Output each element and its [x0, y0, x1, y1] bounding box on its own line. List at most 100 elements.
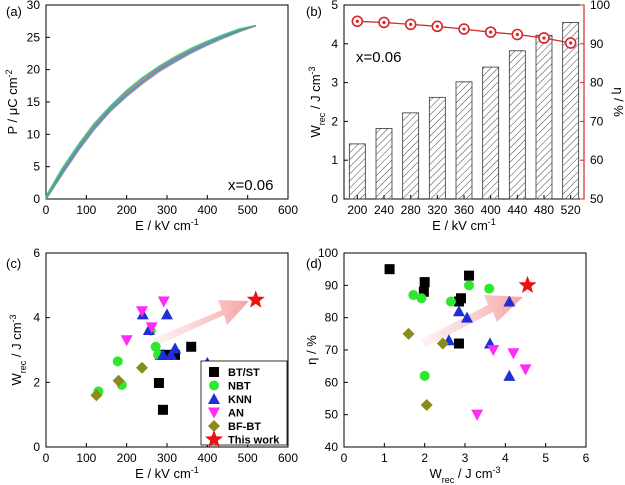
- y-tick-label: 5: [33, 160, 40, 174]
- point-BT/ST: [453, 338, 464, 349]
- x-axis-title: E / kV cm-1: [135, 217, 199, 233]
- x-axis-title: E / kV cm-1: [135, 465, 199, 481]
- panel-label: (d): [306, 256, 322, 271]
- y-tick-label: 40: [325, 440, 339, 454]
- point-BF-BT: [436, 337, 449, 350]
- point-BT/ST: [464, 270, 475, 281]
- point-BT/ST: [384, 264, 395, 275]
- eta-point-center: [515, 32, 519, 37]
- panel-label: (c): [6, 256, 21, 271]
- y-tick-label: 50: [325, 408, 339, 422]
- eta-point-center: [355, 19, 359, 23]
- x-tick-label: 6: [583, 451, 590, 465]
- wrec-bar: [535, 34, 553, 200]
- point-BF-BT: [90, 389, 103, 402]
- x-tick-label: 480: [534, 203, 554, 217]
- y-tick-label: 3: [331, 76, 338, 90]
- legend-marker-KNN: [208, 393, 220, 404]
- wrec-bar: [375, 127, 393, 200]
- x-tick-label: 320: [427, 203, 447, 217]
- y-tick-label: 80: [325, 311, 339, 325]
- point-This work: [518, 275, 537, 293]
- x-tick-label: 300: [157, 203, 177, 217]
- legend-marker-AN: [208, 407, 220, 419]
- point-KNN: [461, 311, 474, 323]
- plot-frame: [343, 252, 587, 448]
- y-tick-label: 100: [318, 246, 338, 260]
- wrec-bar: [428, 96, 446, 200]
- y-tick-label: 2: [33, 375, 40, 389]
- legend-label: NBT: [228, 381, 251, 393]
- point-NBT: [419, 370, 430, 381]
- legend-marker-NBT: [209, 380, 219, 391]
- y-axis-title: η / %: [304, 335, 319, 365]
- legend-label: AN: [228, 408, 244, 420]
- y-axis-title: Wrec / J cm-3: [8, 314, 28, 385]
- point-KNN: [503, 369, 516, 381]
- point-BT/ST: [170, 349, 181, 360]
- point-AN: [487, 345, 500, 356]
- x-tick-label: 0: [43, 203, 50, 217]
- x-tick-label: 400: [481, 203, 501, 217]
- y-tick-label: 90: [325, 278, 339, 292]
- eta-point-center: [435, 24, 439, 28]
- legend-label: BF-BT: [228, 421, 261, 433]
- point-BT/ST: [186, 341, 197, 352]
- series-line-loop-4: [45, 24, 256, 197]
- x-axis-title: E / kV cm-1: [432, 217, 496, 233]
- y-tick-label: 1: [331, 153, 338, 167]
- point-BF-BT: [112, 374, 125, 387]
- x-tick-label: 360: [454, 203, 474, 217]
- series-line-loop-3: [45, 24, 256, 199]
- y-axis-title: P / μC cm-2: [4, 69, 20, 134]
- eta-point-center: [409, 22, 413, 26]
- y-tick-label: 2: [331, 114, 338, 128]
- point-BT/ST: [418, 286, 429, 297]
- point-KNN: [156, 348, 169, 360]
- point-BT/ST: [419, 277, 430, 288]
- x-tick-label: 600: [278, 203, 298, 217]
- point-NBT: [464, 280, 475, 291]
- plot-frame: [45, 4, 289, 200]
- y-tick-label: 25: [27, 30, 41, 44]
- x-tick-label: 400: [197, 451, 217, 465]
- y-axis-title: Wrec / J cm-3: [307, 66, 327, 137]
- x-tick-label: 200: [117, 451, 137, 465]
- y-tick-label: 60: [325, 375, 339, 389]
- panel-d-chart: 0 1 2 3 4 5 6 40 50 60 70 80 90 100(d) Wrec / J cm-3 η …: [304, 246, 590, 485]
- wrec-bar: [455, 81, 473, 200]
- y2-tick-label: 60: [590, 153, 604, 167]
- y2-tick-label: 90: [590, 37, 604, 51]
- y-tick-label: 0: [33, 192, 40, 206]
- x-tick-label: 500: [238, 203, 258, 217]
- point-This work: [246, 290, 265, 308]
- y-tick-label: 10: [27, 127, 41, 141]
- wrec-bar: [508, 50, 526, 200]
- series-line-loop-5: [45, 24, 256, 200]
- panel-b-chart: 200 240 280 320 360 400 440 480 520 0 1 2 3 4 5 50 60 70 8…: [306, 0, 625, 233]
- legend-marker-BF-BT: [208, 420, 220, 432]
- point-BT/ST: [455, 293, 466, 304]
- x-tick-label: 1: [381, 451, 388, 465]
- point-AN: [471, 409, 484, 421]
- legend-label: KNN: [228, 394, 252, 406]
- eta-point-center: [489, 30, 493, 34]
- y-tick-label: 6: [33, 246, 40, 260]
- x-tick-label: 440: [507, 203, 527, 217]
- eta-point-center: [542, 36, 546, 40]
- point-BT/ST: [157, 404, 168, 415]
- y-tick-label: 70: [325, 343, 339, 357]
- point-NBT: [445, 296, 456, 307]
- x-tick-label: 200: [347, 203, 367, 217]
- x-tick-label: 2: [421, 451, 428, 465]
- x-tick-label: 0: [341, 451, 348, 465]
- point-BF-BT: [420, 398, 433, 411]
- y-tick-label: 5: [331, 0, 338, 12]
- point-AN: [157, 296, 170, 308]
- legend-marker-This work: [205, 430, 223, 448]
- x-tick-label: 600: [278, 451, 298, 465]
- y2-tick-label: 70: [590, 114, 604, 128]
- panel-label: (a): [6, 4, 22, 19]
- x-tick-label: 280: [401, 203, 421, 217]
